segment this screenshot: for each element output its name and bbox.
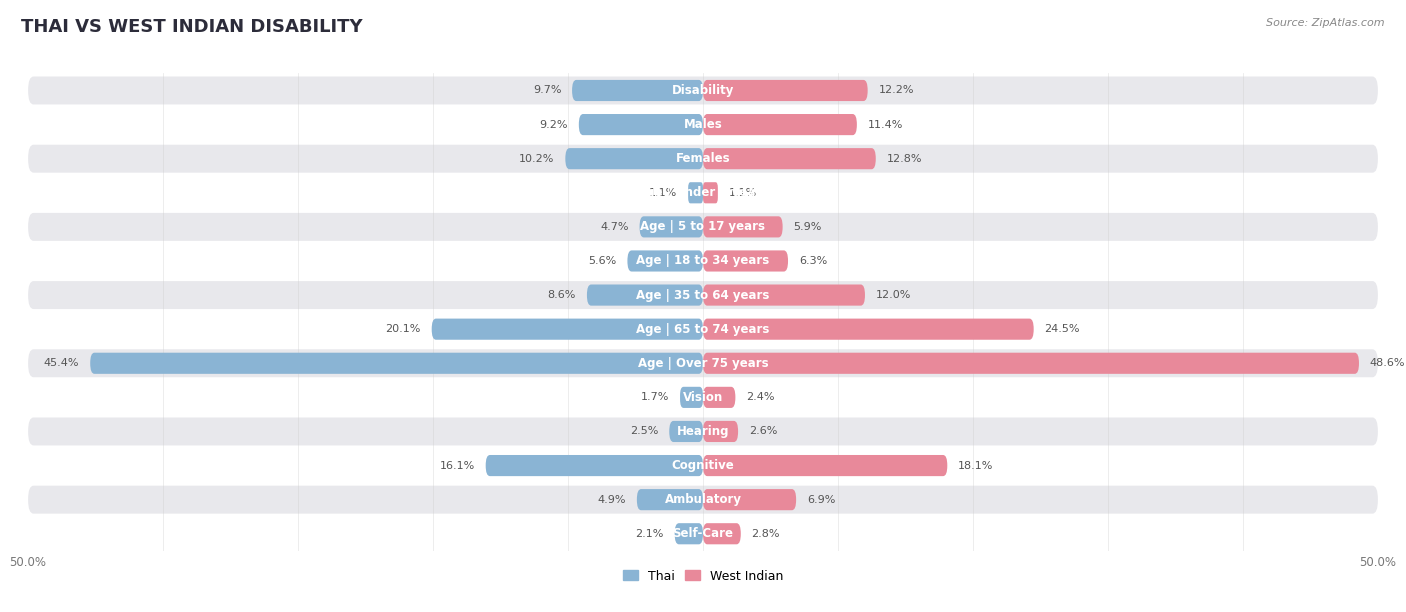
- FancyBboxPatch shape: [703, 319, 1033, 340]
- Text: 12.8%: 12.8%: [887, 154, 922, 163]
- FancyBboxPatch shape: [28, 76, 1378, 105]
- Text: 24.5%: 24.5%: [1045, 324, 1080, 334]
- Text: Age | Under 5 years: Age | Under 5 years: [637, 186, 769, 200]
- Text: Females: Females: [676, 152, 730, 165]
- FancyBboxPatch shape: [675, 523, 703, 544]
- FancyBboxPatch shape: [90, 353, 703, 374]
- Text: Hearing: Hearing: [676, 425, 730, 438]
- FancyBboxPatch shape: [627, 250, 703, 272]
- FancyBboxPatch shape: [572, 80, 703, 101]
- FancyBboxPatch shape: [703, 387, 735, 408]
- FancyBboxPatch shape: [703, 216, 783, 237]
- FancyBboxPatch shape: [28, 383, 1378, 411]
- FancyBboxPatch shape: [703, 148, 876, 170]
- Text: 12.2%: 12.2%: [879, 86, 914, 95]
- Text: Males: Males: [683, 118, 723, 131]
- Text: Age | 35 to 64 years: Age | 35 to 64 years: [637, 289, 769, 302]
- FancyBboxPatch shape: [637, 489, 703, 510]
- FancyBboxPatch shape: [703, 250, 787, 272]
- FancyBboxPatch shape: [28, 247, 1378, 275]
- Text: 1.7%: 1.7%: [641, 392, 669, 402]
- FancyBboxPatch shape: [579, 114, 703, 135]
- Text: 5.6%: 5.6%: [588, 256, 617, 266]
- Text: 2.1%: 2.1%: [636, 529, 664, 539]
- Text: 18.1%: 18.1%: [957, 461, 994, 471]
- FancyBboxPatch shape: [703, 80, 868, 101]
- Text: 12.0%: 12.0%: [876, 290, 911, 300]
- FancyBboxPatch shape: [703, 489, 796, 510]
- FancyBboxPatch shape: [28, 281, 1378, 309]
- Legend: Thai, West Indian: Thai, West Indian: [617, 564, 789, 588]
- Text: 1.1%: 1.1%: [650, 188, 678, 198]
- FancyBboxPatch shape: [28, 486, 1378, 513]
- FancyBboxPatch shape: [703, 421, 738, 442]
- FancyBboxPatch shape: [565, 148, 703, 170]
- FancyBboxPatch shape: [28, 213, 1378, 241]
- FancyBboxPatch shape: [28, 144, 1378, 173]
- Text: Age | 5 to 17 years: Age | 5 to 17 years: [641, 220, 765, 233]
- Text: 2.6%: 2.6%: [749, 427, 778, 436]
- Text: THAI VS WEST INDIAN DISABILITY: THAI VS WEST INDIAN DISABILITY: [21, 18, 363, 36]
- Text: 4.7%: 4.7%: [600, 222, 628, 232]
- FancyBboxPatch shape: [681, 387, 703, 408]
- Text: 5.9%: 5.9%: [793, 222, 823, 232]
- FancyBboxPatch shape: [28, 111, 1378, 138]
- FancyBboxPatch shape: [28, 417, 1378, 446]
- Text: Cognitive: Cognitive: [672, 459, 734, 472]
- FancyBboxPatch shape: [28, 315, 1378, 343]
- Text: Ambulatory: Ambulatory: [665, 493, 741, 506]
- Text: 10.2%: 10.2%: [519, 154, 554, 163]
- Text: Age | 65 to 74 years: Age | 65 to 74 years: [637, 323, 769, 335]
- Text: 2.4%: 2.4%: [747, 392, 775, 402]
- Text: 11.4%: 11.4%: [868, 119, 903, 130]
- FancyBboxPatch shape: [485, 455, 703, 476]
- Text: 16.1%: 16.1%: [440, 461, 475, 471]
- Text: 9.2%: 9.2%: [540, 119, 568, 130]
- Text: Age | Over 75 years: Age | Over 75 years: [638, 357, 768, 370]
- FancyBboxPatch shape: [28, 452, 1378, 480]
- Text: 8.6%: 8.6%: [548, 290, 576, 300]
- FancyBboxPatch shape: [703, 523, 741, 544]
- FancyBboxPatch shape: [28, 179, 1378, 207]
- FancyBboxPatch shape: [28, 520, 1378, 548]
- FancyBboxPatch shape: [703, 455, 948, 476]
- FancyBboxPatch shape: [28, 349, 1378, 377]
- Text: 9.7%: 9.7%: [533, 86, 561, 95]
- Text: 45.4%: 45.4%: [44, 358, 79, 368]
- Text: 2.5%: 2.5%: [630, 427, 658, 436]
- Text: 6.3%: 6.3%: [799, 256, 827, 266]
- Text: Source: ZipAtlas.com: Source: ZipAtlas.com: [1267, 18, 1385, 28]
- Text: 4.9%: 4.9%: [598, 494, 626, 505]
- FancyBboxPatch shape: [432, 319, 703, 340]
- Text: 6.9%: 6.9%: [807, 494, 835, 505]
- FancyBboxPatch shape: [703, 353, 1360, 374]
- Text: Vision: Vision: [683, 391, 723, 404]
- Text: 1.1%: 1.1%: [728, 188, 756, 198]
- Text: Disability: Disability: [672, 84, 734, 97]
- Text: 2.8%: 2.8%: [752, 529, 780, 539]
- FancyBboxPatch shape: [640, 216, 703, 237]
- FancyBboxPatch shape: [703, 114, 856, 135]
- FancyBboxPatch shape: [703, 285, 865, 305]
- FancyBboxPatch shape: [669, 421, 703, 442]
- FancyBboxPatch shape: [586, 285, 703, 305]
- Text: 20.1%: 20.1%: [385, 324, 420, 334]
- Text: 48.6%: 48.6%: [1369, 358, 1405, 368]
- FancyBboxPatch shape: [688, 182, 703, 203]
- Text: Self-Care: Self-Care: [672, 528, 734, 540]
- FancyBboxPatch shape: [703, 182, 718, 203]
- Text: Age | 18 to 34 years: Age | 18 to 34 years: [637, 255, 769, 267]
